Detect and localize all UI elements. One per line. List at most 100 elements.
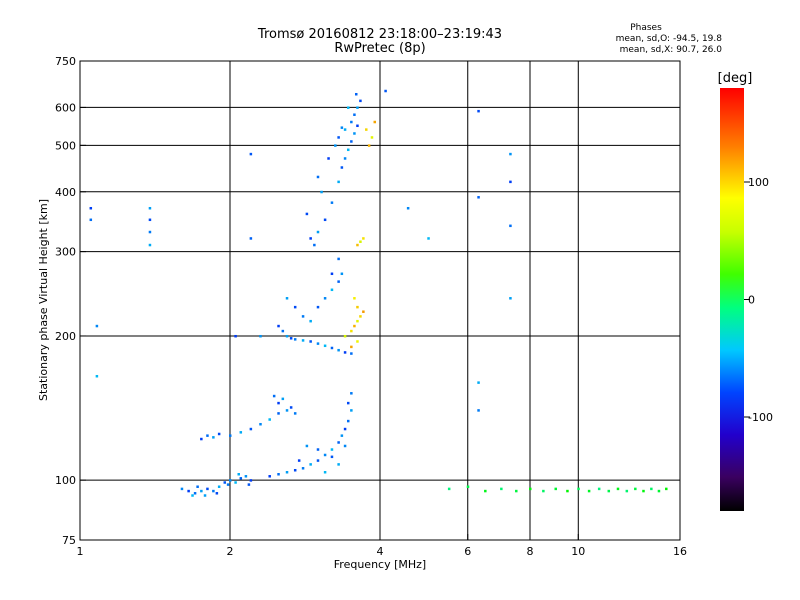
data-point — [277, 324, 280, 328]
data-point — [554, 487, 557, 491]
data-point — [215, 492, 219, 495]
data-point — [316, 342, 320, 345]
data-point — [353, 132, 356, 135]
data-point — [277, 401, 280, 405]
data-point — [229, 434, 232, 437]
data-point — [346, 401, 350, 405]
data-point — [316, 305, 320, 309]
data-point — [316, 175, 320, 179]
data-point — [500, 487, 503, 491]
data-point — [477, 109, 480, 113]
data-point — [337, 136, 340, 139]
data-point — [337, 441, 340, 444]
data-point — [259, 334, 262, 338]
data-point — [297, 459, 301, 462]
data-point — [293, 305, 297, 309]
data-point — [350, 345, 353, 349]
x-tick-label: 4 — [377, 545, 384, 558]
data-point — [356, 106, 359, 109]
data-points — [89, 89, 668, 497]
data-point — [217, 432, 221, 436]
data-point — [301, 467, 305, 470]
data-point — [309, 340, 312, 343]
data-point — [268, 418, 271, 421]
data-point — [359, 240, 362, 243]
data-point — [427, 237, 430, 240]
data-point — [259, 422, 262, 426]
data-point — [350, 120, 353, 124]
x-axis-label: Frequency [MHz] — [334, 558, 426, 571]
colorbar-tick-label: 0 — [748, 294, 755, 307]
data-point — [293, 412, 297, 415]
y-tick-label: 75 — [62, 534, 76, 547]
data-point — [642, 489, 645, 493]
data-point — [309, 463, 312, 466]
data-point — [301, 339, 305, 342]
data-point — [650, 487, 653, 491]
data-point — [484, 489, 487, 493]
data-point — [301, 315, 305, 318]
data-point — [515, 489, 518, 493]
x-tick-label: 6 — [464, 545, 471, 558]
grid — [80, 61, 680, 540]
data-point — [95, 374, 99, 378]
data-point — [191, 494, 194, 497]
data-point — [196, 485, 199, 488]
data-point — [343, 157, 347, 160]
data-point — [316, 448, 320, 451]
data-point — [148, 243, 152, 247]
data-point — [509, 224, 512, 228]
y-axis-label: Stationary phase Virtual Height [km] — [37, 199, 50, 401]
data-point — [330, 448, 334, 451]
data-point — [343, 334, 347, 338]
data-point — [353, 324, 356, 328]
data-point — [354, 92, 358, 96]
data-point — [200, 437, 203, 441]
data-point — [350, 329, 353, 333]
data-point — [323, 297, 327, 300]
data-point — [285, 409, 289, 412]
data-point — [316, 230, 320, 234]
data-point — [212, 436, 215, 439]
data-point — [89, 206, 93, 210]
stats-x: mean, sd,X: 90.7, 26.0 — [620, 45, 723, 55]
data-point — [268, 475, 271, 478]
data-point — [587, 489, 591, 493]
data-point — [234, 334, 237, 338]
data-point — [289, 406, 293, 409]
data-point — [330, 346, 334, 350]
data-point — [466, 485, 470, 488]
data-point — [597, 487, 601, 491]
data-point — [206, 434, 209, 437]
data-point — [634, 487, 637, 491]
data-point — [313, 243, 316, 247]
data-point — [343, 444, 347, 448]
data-point — [229, 479, 232, 482]
data-point — [340, 272, 344, 276]
x-tick-label: 1 — [77, 545, 84, 558]
data-point — [367, 144, 371, 147]
y-tick-label: 750 — [55, 55, 76, 68]
data-point — [89, 218, 93, 222]
data-point — [330, 288, 334, 292]
data-point — [340, 434, 344, 437]
data-point — [223, 481, 227, 484]
y-tick-label: 400 — [55, 186, 76, 199]
data-point — [346, 148, 350, 152]
data-point — [337, 257, 340, 261]
colorbar-tick-label: 100 — [748, 176, 769, 189]
data-point — [249, 152, 253, 156]
data-point — [370, 136, 374, 139]
x-tick-label: 8 — [527, 545, 534, 558]
data-point — [277, 473, 280, 476]
data-point — [293, 338, 297, 341]
data-point — [320, 190, 323, 194]
data-point — [200, 489, 203, 493]
data-point — [305, 444, 309, 448]
data-point — [148, 206, 152, 210]
y-tick-label: 500 — [55, 139, 76, 152]
data-point — [309, 237, 312, 240]
x-tick-label: 10 — [571, 545, 585, 558]
chart-title: Tromsø 20160812 23:18:00–23:19:43 — [257, 27, 502, 42]
colorbar-label: [deg] — [718, 71, 753, 86]
